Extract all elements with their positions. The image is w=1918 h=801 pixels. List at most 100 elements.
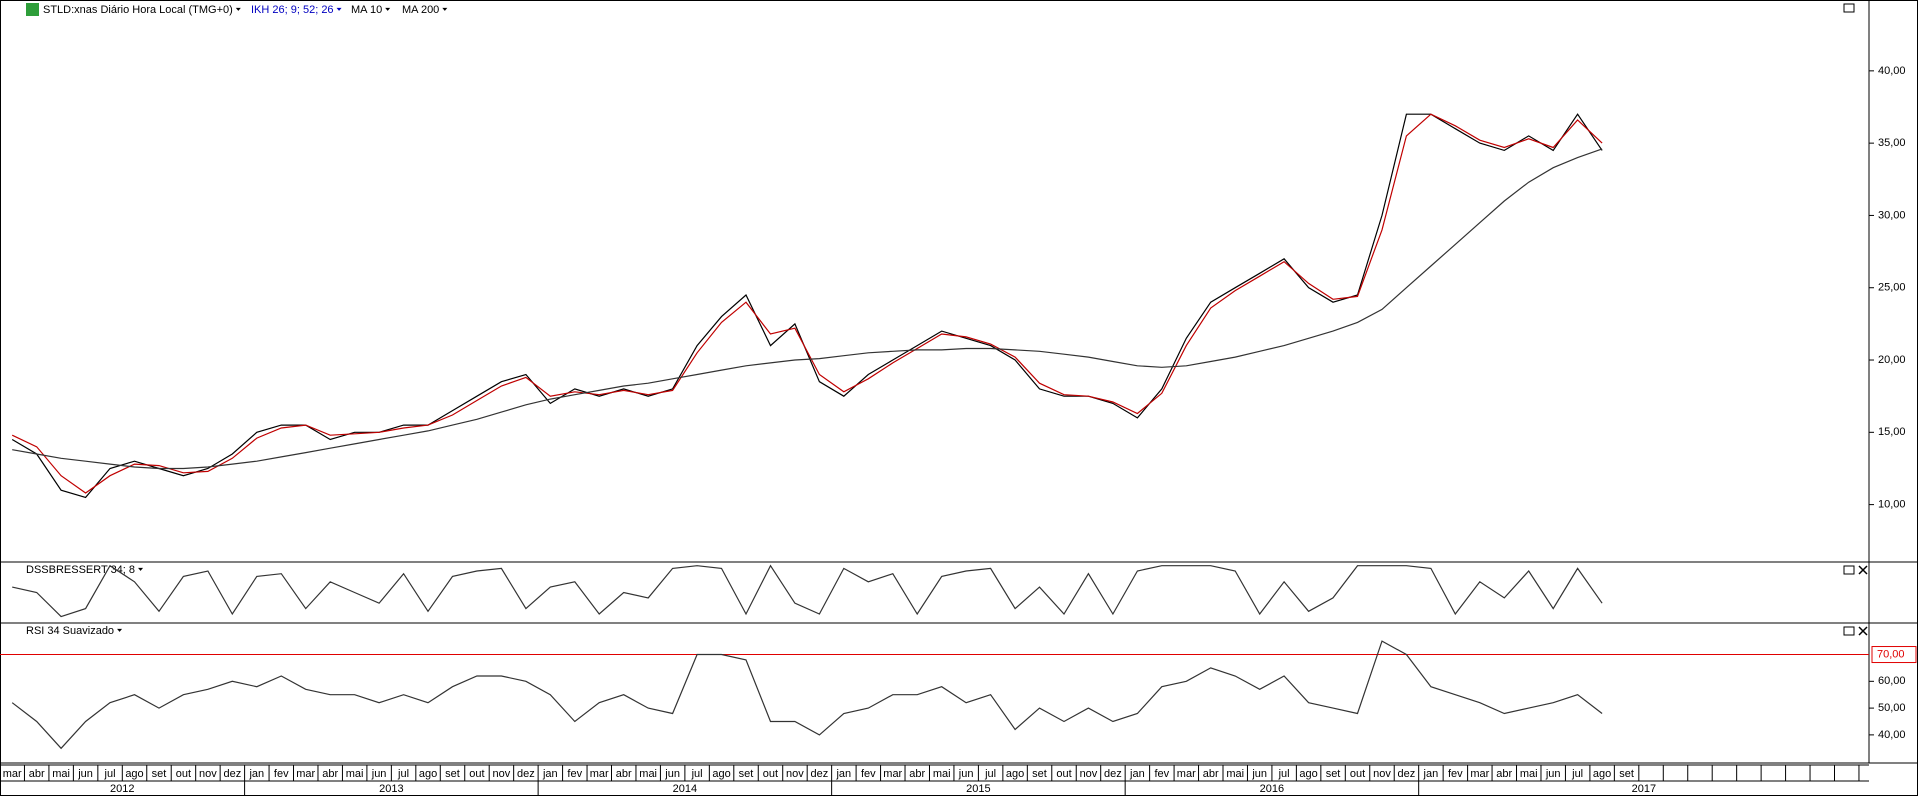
panel-title[interactable]: RSI 34 Suavizado (26, 625, 114, 637)
dropdown-arrow (442, 7, 448, 11)
x-tick-label: ago (1299, 768, 1317, 780)
x-tick-label: out (176, 768, 191, 780)
panel-title[interactable]: DSSBRESSERT 34; 8 (26, 564, 135, 576)
year-label: 2017 (1632, 783, 1656, 795)
x-tick-label: dez (1104, 768, 1122, 780)
y-tick-label: 40,00 (1878, 65, 1906, 77)
maximize-button[interactable] (1843, 626, 1855, 636)
y-tick-label: 40,00 (1878, 729, 1906, 741)
x-tick-label: jun (371, 768, 387, 780)
x-tick-label: ago (419, 768, 437, 780)
x-tick-label: out (763, 768, 778, 780)
x-tick-label: abr (616, 768, 632, 780)
x-tick-label: nov (493, 768, 511, 780)
indicator-line (11, 640, 1603, 750)
x-tick-label: jan (835, 768, 851, 780)
x-tick-label: abr (1203, 768, 1219, 780)
x-tick-label: mar (296, 768, 315, 780)
x-tick-label: mai (52, 768, 70, 780)
year-label: 2014 (673, 783, 697, 795)
dropdown-arrow (235, 7, 241, 11)
y-tick-label: 60,00 (1878, 675, 1906, 687)
x-tick-label: nov (786, 768, 804, 780)
indicator-label[interactable]: IKH 26; 9; 52; 26 (251, 4, 334, 16)
x-tick-label: jun (958, 768, 974, 780)
dropdown-arrow (336, 7, 342, 11)
x-tick-label: fev (1154, 768, 1169, 780)
reference-label: 70,00 (1877, 648, 1905, 660)
x-tick-label: mar (590, 768, 609, 780)
maximize-button[interactable] (1843, 565, 1855, 575)
x-tick-label: abr (909, 768, 925, 780)
x-tick-label: nov (1373, 768, 1391, 780)
y-tick-label: 30,00 (1878, 209, 1906, 221)
x-tick-label: mai (346, 768, 364, 780)
x-tick-label: nov (1080, 768, 1098, 780)
x-tick-label: jan (248, 768, 264, 780)
x-tick-label: jul (1278, 768, 1290, 780)
x-tick-label: fev (1448, 768, 1463, 780)
dropdown-arrow (385, 7, 391, 11)
x-tick-label: dez (223, 768, 241, 780)
x-tick-label: dez (1398, 768, 1416, 780)
x-tick-label: jul (104, 768, 116, 780)
x-tick-label: set (1326, 768, 1341, 780)
maximize-button[interactable] (1843, 3, 1855, 13)
year-label: 2012 (110, 783, 134, 795)
price-line (11, 113, 1603, 494)
x-tick-label: mar (1177, 768, 1196, 780)
x-tick-label: ago (712, 768, 730, 780)
close-button[interactable] (1858, 565, 1868, 575)
x-tick-label: jan (1129, 768, 1145, 780)
x-tick-label: jun (77, 768, 93, 780)
x-tick-label: out (1056, 768, 1071, 780)
indicator-line (12, 564, 1603, 618)
y-tick-label: 20,00 (1878, 354, 1906, 366)
x-tick-label: dez (811, 768, 829, 780)
series-label[interactable]: STLD:xnas Diário Hora Local (TMG+0) (43, 4, 233, 16)
x-tick-label: abr (322, 768, 338, 780)
x-tick-label: mar (1470, 768, 1489, 780)
x-tick-label: nov (199, 768, 217, 780)
x-tick-label: jul (1571, 768, 1583, 780)
x-tick-label: jan (1423, 768, 1439, 780)
x-tick-label: mai (639, 768, 657, 780)
reference-label-box (1871, 646, 1917, 664)
x-tick-label: set (739, 768, 754, 780)
series-label[interactable]: MA 200 (402, 4, 439, 16)
dropdown-arrow (138, 567, 144, 571)
dropdown-arrow (117, 628, 123, 632)
x-tick-label: fev (274, 768, 289, 780)
x-tick-label: set (445, 768, 460, 780)
x-tick-label: mai (933, 768, 951, 780)
series-label[interactable]: MA 10 (351, 4, 382, 16)
y-tick-label: 25,00 (1878, 282, 1906, 294)
x-tick-label: ago (1593, 768, 1611, 780)
x-tick-label: jul (397, 768, 409, 780)
year-label: 2013 (379, 783, 403, 795)
y-tick-label: 15,00 (1878, 426, 1906, 438)
symbol-icon[interactable] (26, 3, 39, 16)
close-button[interactable] (1858, 626, 1868, 636)
x-tick-label: jun (664, 768, 680, 780)
x-tick-label: mar (883, 768, 902, 780)
x-tick-label: ago (125, 768, 143, 780)
y-tick-label: 35,00 (1878, 137, 1906, 149)
x-tick-label: fev (567, 768, 582, 780)
y-tick-label: 50,00 (1878, 702, 1906, 714)
x-tick-label: abr (29, 768, 45, 780)
x-tick-label: mai (1520, 768, 1538, 780)
x-tick-label: jan (542, 768, 558, 780)
x-tick-label: set (1619, 768, 1634, 780)
y-tick-label: 10,00 (1878, 499, 1906, 511)
price-line (12, 148, 1603, 470)
x-tick-label: jul (984, 768, 996, 780)
x-tick-label: abr (1496, 768, 1512, 780)
x-tick-label: fev (861, 768, 876, 780)
x-tick-label: set (1032, 768, 1047, 780)
year-label: 2016 (1260, 783, 1284, 795)
x-tick-label: ago (1006, 768, 1024, 780)
x-tick-label: set (152, 768, 167, 780)
